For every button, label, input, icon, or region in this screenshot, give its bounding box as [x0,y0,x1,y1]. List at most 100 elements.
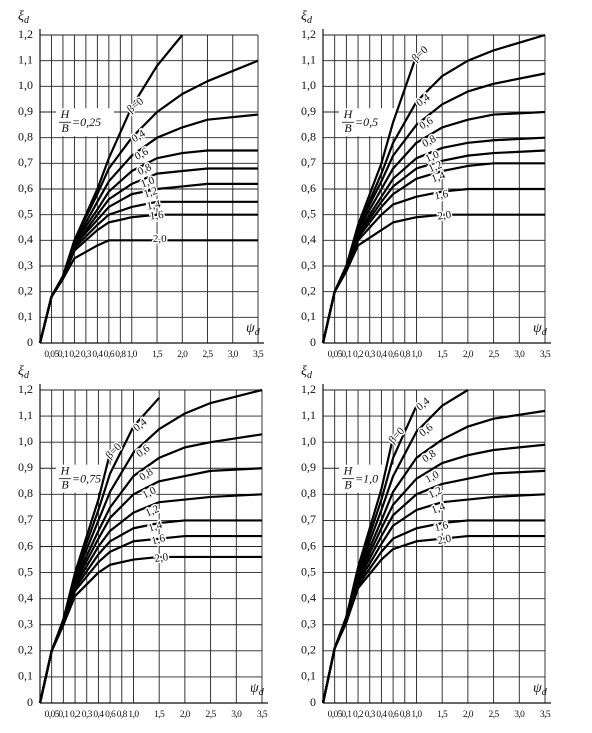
x-tick-label: 0,8 [115,350,126,360]
curve-label: 1,6 [433,519,450,534]
ratio-bottom: B [61,477,69,491]
y-tick-label: 0,5 [301,206,316,220]
y-tick-label: 1,0 [18,78,33,92]
y-tick-label: 0,5 [301,564,316,578]
y-tick-label: 0,8 [301,129,316,143]
ratio-bottom: B [344,477,352,491]
y-axis-symbol: ξ [18,364,24,379]
y-axis-label: ξd [18,9,30,26]
y-tick-label: 0,4 [301,232,316,246]
y-tick-label: 0,5 [18,206,33,220]
y-axis-symbol: ξ [18,9,24,24]
ratio-bottom: B [344,121,352,135]
y-tick-label: 0,9 [301,104,316,118]
y-tick-label: 0,3 [18,617,33,631]
x-axis-label: ψd [533,681,548,698]
curve [321,534,545,704]
curve [38,534,262,704]
curve-label: 0,4 [130,127,148,145]
curve-label: 1,6 [150,532,167,547]
y-axis-symbol: ξ [301,364,307,379]
y-tick-label: 0,6 [18,538,33,552]
ratio-value: =0,75 [72,471,101,485]
y-tick-label: 0,1 [301,309,316,323]
y-axis-subscript: d [24,15,30,26]
y-tick-label: 0,6 [301,181,316,195]
x-tick-label: 0,4 [376,710,387,720]
curve-label: 2,0 [437,209,453,223]
x-tick-label: 2,5 [489,350,500,360]
y-tick-label: 0 [310,695,316,709]
x-tick-label: 0,2 [353,350,364,360]
curve-label: 1,4 [147,519,164,535]
x-tick-label: 0,8 [400,350,411,360]
x-axis-label: ψd [533,321,548,338]
y-tick-label: 0,1 [18,669,33,683]
x-tick-label: 2,0 [463,350,474,360]
y-tick-label: 0,1 [18,309,33,323]
curve-label: 0,6 [417,114,435,132]
x-tick-label: 1,5 [437,350,448,360]
y-axis-subscript: d [307,15,313,26]
curve [38,239,258,344]
y-axis-label: ξd [18,364,30,381]
y-tick-label: 0,4 [18,590,33,604]
x-tick-label: 0,8 [117,710,128,720]
y-tick-label: 0,4 [301,590,316,604]
curve-label: β=0 [103,441,124,462]
x-axis-subscript: d [259,687,265,698]
x-tick-label: 2,5 [202,350,213,360]
y-tick-label: 0,8 [18,129,33,143]
x-tick-label: 1,5 [437,710,448,720]
curve [38,200,258,344]
x-tick-label: 0,2 [353,710,364,720]
curve [321,213,545,344]
x-tick-label: 3,0 [514,710,525,720]
x-axis-subscript: d [255,327,261,338]
ratio-value: =1,0 [355,471,378,485]
x-tick-label: 0,1 [341,710,352,720]
x-tick-label: 0,6 [388,710,399,720]
ratio-top: H [60,463,71,477]
curve-label: 0,6 [133,145,151,162]
y-tick-label: 0,4 [18,232,33,246]
x-tick-label: 3,5 [253,350,264,360]
y-tick-label: 1,2 [301,382,316,396]
y-tick-label: 1,2 [18,27,33,41]
x-tick-label: 0,6 [104,350,115,360]
ratio-top: H [343,107,354,121]
x-axis-label: ψd [246,321,261,338]
y-tick-label: 1,0 [301,434,316,448]
x-tick-label: 0,6 [105,710,116,720]
y-tick-label: 1,0 [18,434,33,448]
y-tick-label: 0,2 [18,283,33,297]
x-axis-symbol: ψ [533,681,542,696]
x-tick-label: 1,5 [152,350,163,360]
panel: 00,10,20,30,40,50,60,70,80,91,01,11,20,0… [18,9,264,360]
curve-label: 1,2 [142,185,159,201]
x-axis-label: ψd [250,681,265,698]
y-tick-label: 0,5 [18,564,33,578]
curve-label: 2,0 [436,533,452,548]
y-tick-label: 0,7 [18,512,33,526]
curve-label: β=0 [410,44,431,65]
x-tick-label: 3,0 [514,350,525,360]
x-tick-label: 0,2 [69,350,80,360]
curve [38,113,259,344]
y-tick-label: 0,3 [301,258,316,272]
ratio-top: H [343,463,354,477]
x-tick-label: 3,0 [231,710,242,720]
curve [38,213,258,344]
y-tick-label: 1,1 [18,52,33,66]
curve [38,397,160,704]
y-tick-label: 0,8 [301,486,316,500]
x-tick-label: 1,0 [411,710,422,720]
x-tick-label: 3,5 [540,710,551,720]
y-tick-label: 1,2 [18,382,33,396]
ratio-top: H [60,107,71,121]
curve-label: 1,2 [427,485,445,502]
y-tick-label: 1,1 [301,408,316,422]
curve [38,555,262,704]
x-tick-label: 3,0 [228,350,239,360]
x-tick-label: 3,5 [257,710,268,720]
